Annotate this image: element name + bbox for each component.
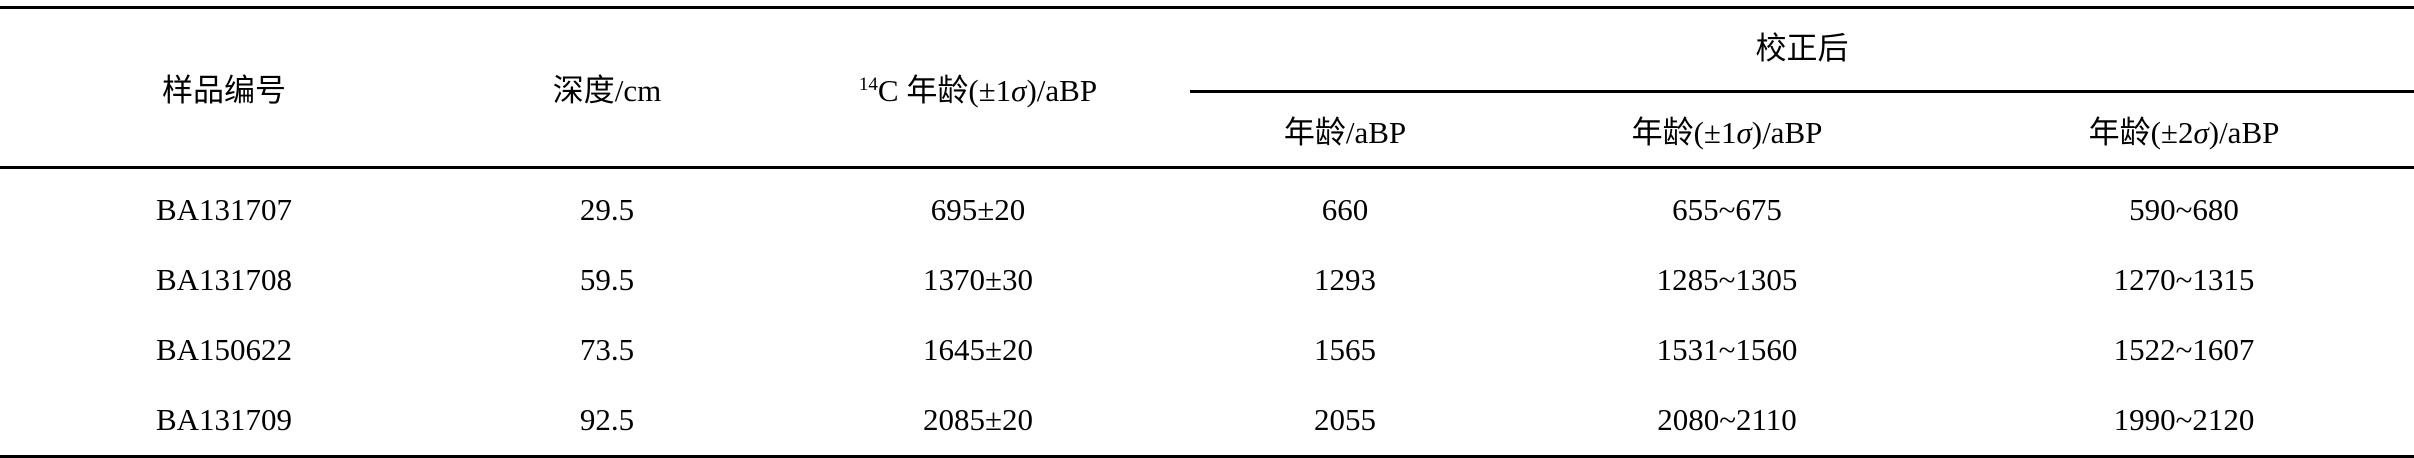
cell-cal-age-1sigma: 655~675	[1672, 192, 1782, 227]
cell-depth: 29.5	[579, 192, 635, 227]
cell-cal-age-2sigma: 1522~1607	[2113, 332, 2255, 367]
sigma-symbol: σ	[2193, 115, 2209, 150]
cell-depth: 73.5	[579, 332, 635, 367]
header-cal-age: 年龄/aBP	[1190, 91, 1500, 169]
cell-depth: 59.5	[579, 262, 635, 297]
radiocarbon-dating-table: 样品编号 深度/cm 14C 年龄(±1σ)/aBP 校正后 年龄/aBP 年龄…	[0, 6, 2414, 458]
header-c14-age: 14C 年龄(±1σ)/aBP	[766, 6, 1190, 169]
cell-cal-age: 660	[1321, 192, 1369, 227]
cell-cal-age-2sigma: 1270~1315	[2113, 262, 2255, 297]
cell-c14-age: 1370±30	[922, 262, 1033, 297]
header-cal-age-1sigma: 年龄(±1σ)/aBP	[1500, 91, 1954, 169]
header-sample-id: 样品编号	[0, 6, 448, 169]
cell-c14-age: 1645±20	[922, 332, 1033, 367]
cell-cal-age-2sigma: 590~680	[2129, 192, 2239, 227]
header-c14-age-text: C 年龄(±1σ)/aBP	[877, 73, 1098, 108]
table-row: BA150622 73.5 1645±20 1565 1531~1560 152…	[0, 315, 2414, 385]
cell-sample-id: BA150622	[155, 332, 293, 367]
table-row: BA131708 59.5 1370±30 1293 1285~1305 127…	[0, 245, 2414, 315]
cell-sample-id: BA131707	[155, 192, 293, 227]
header-depth: 深度/cm	[448, 6, 766, 169]
cell-cal-age-1sigma: 1531~1560	[1656, 332, 1798, 367]
cell-cal-age: 1565	[1314, 332, 1376, 367]
cell-sample-id: BA131708	[155, 262, 293, 297]
sigma-symbol: σ	[1736, 115, 1752, 150]
table-row: BA131707 29.5 695±20 660 655~675 590~680	[0, 168, 2414, 246]
cell-cal-age-1sigma: 1285~1305	[1656, 262, 1798, 297]
header-cal-age-2sigma: 年龄(±2σ)/aBP	[1954, 91, 2414, 169]
cell-c14-age: 695±20	[930, 192, 1026, 227]
sigma-symbol: σ	[1011, 73, 1027, 108]
header-calibrated-group: 校正后	[1190, 6, 2414, 93]
cell-cal-age: 1293	[1314, 262, 1376, 297]
header-c14-superscript: 14	[858, 74, 878, 95]
